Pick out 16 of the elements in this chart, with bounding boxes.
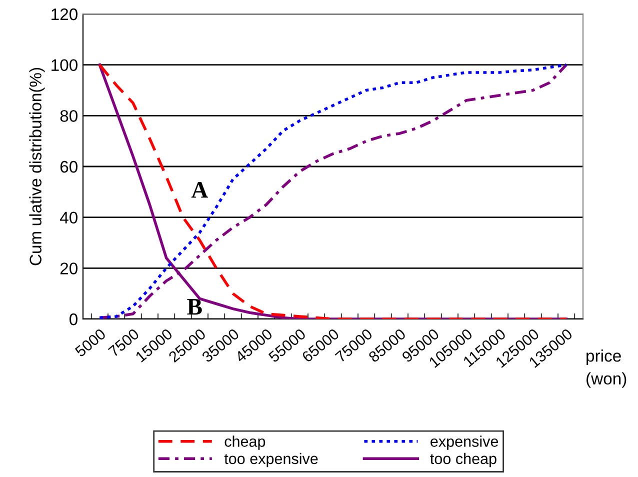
legend-label: too expensive bbox=[224, 452, 318, 468]
y-tick-label: 60 bbox=[60, 160, 78, 173]
x-axis-title: price (won) bbox=[586, 350, 626, 388]
annotation: B bbox=[187, 299, 202, 315]
legend-label: expensive bbox=[430, 436, 498, 450]
y-tick-label: 80 bbox=[60, 110, 78, 122]
y-tick-label: 40 bbox=[60, 212, 78, 224]
line-series bbox=[98, 63, 568, 319]
y-tick-label: 0 bbox=[70, 313, 78, 326]
y-tick-label: 100 bbox=[52, 59, 78, 72]
legend-label: cheap bbox=[224, 436, 266, 450]
y-tick-label: 20 bbox=[60, 262, 78, 274]
annotation: A bbox=[191, 182, 208, 198]
y-axis-title: Cum ulative distribution(%) bbox=[29, 68, 45, 266]
y-tick-label: 120 bbox=[52, 8, 78, 20]
legend-label: too cheap bbox=[430, 452, 496, 468]
